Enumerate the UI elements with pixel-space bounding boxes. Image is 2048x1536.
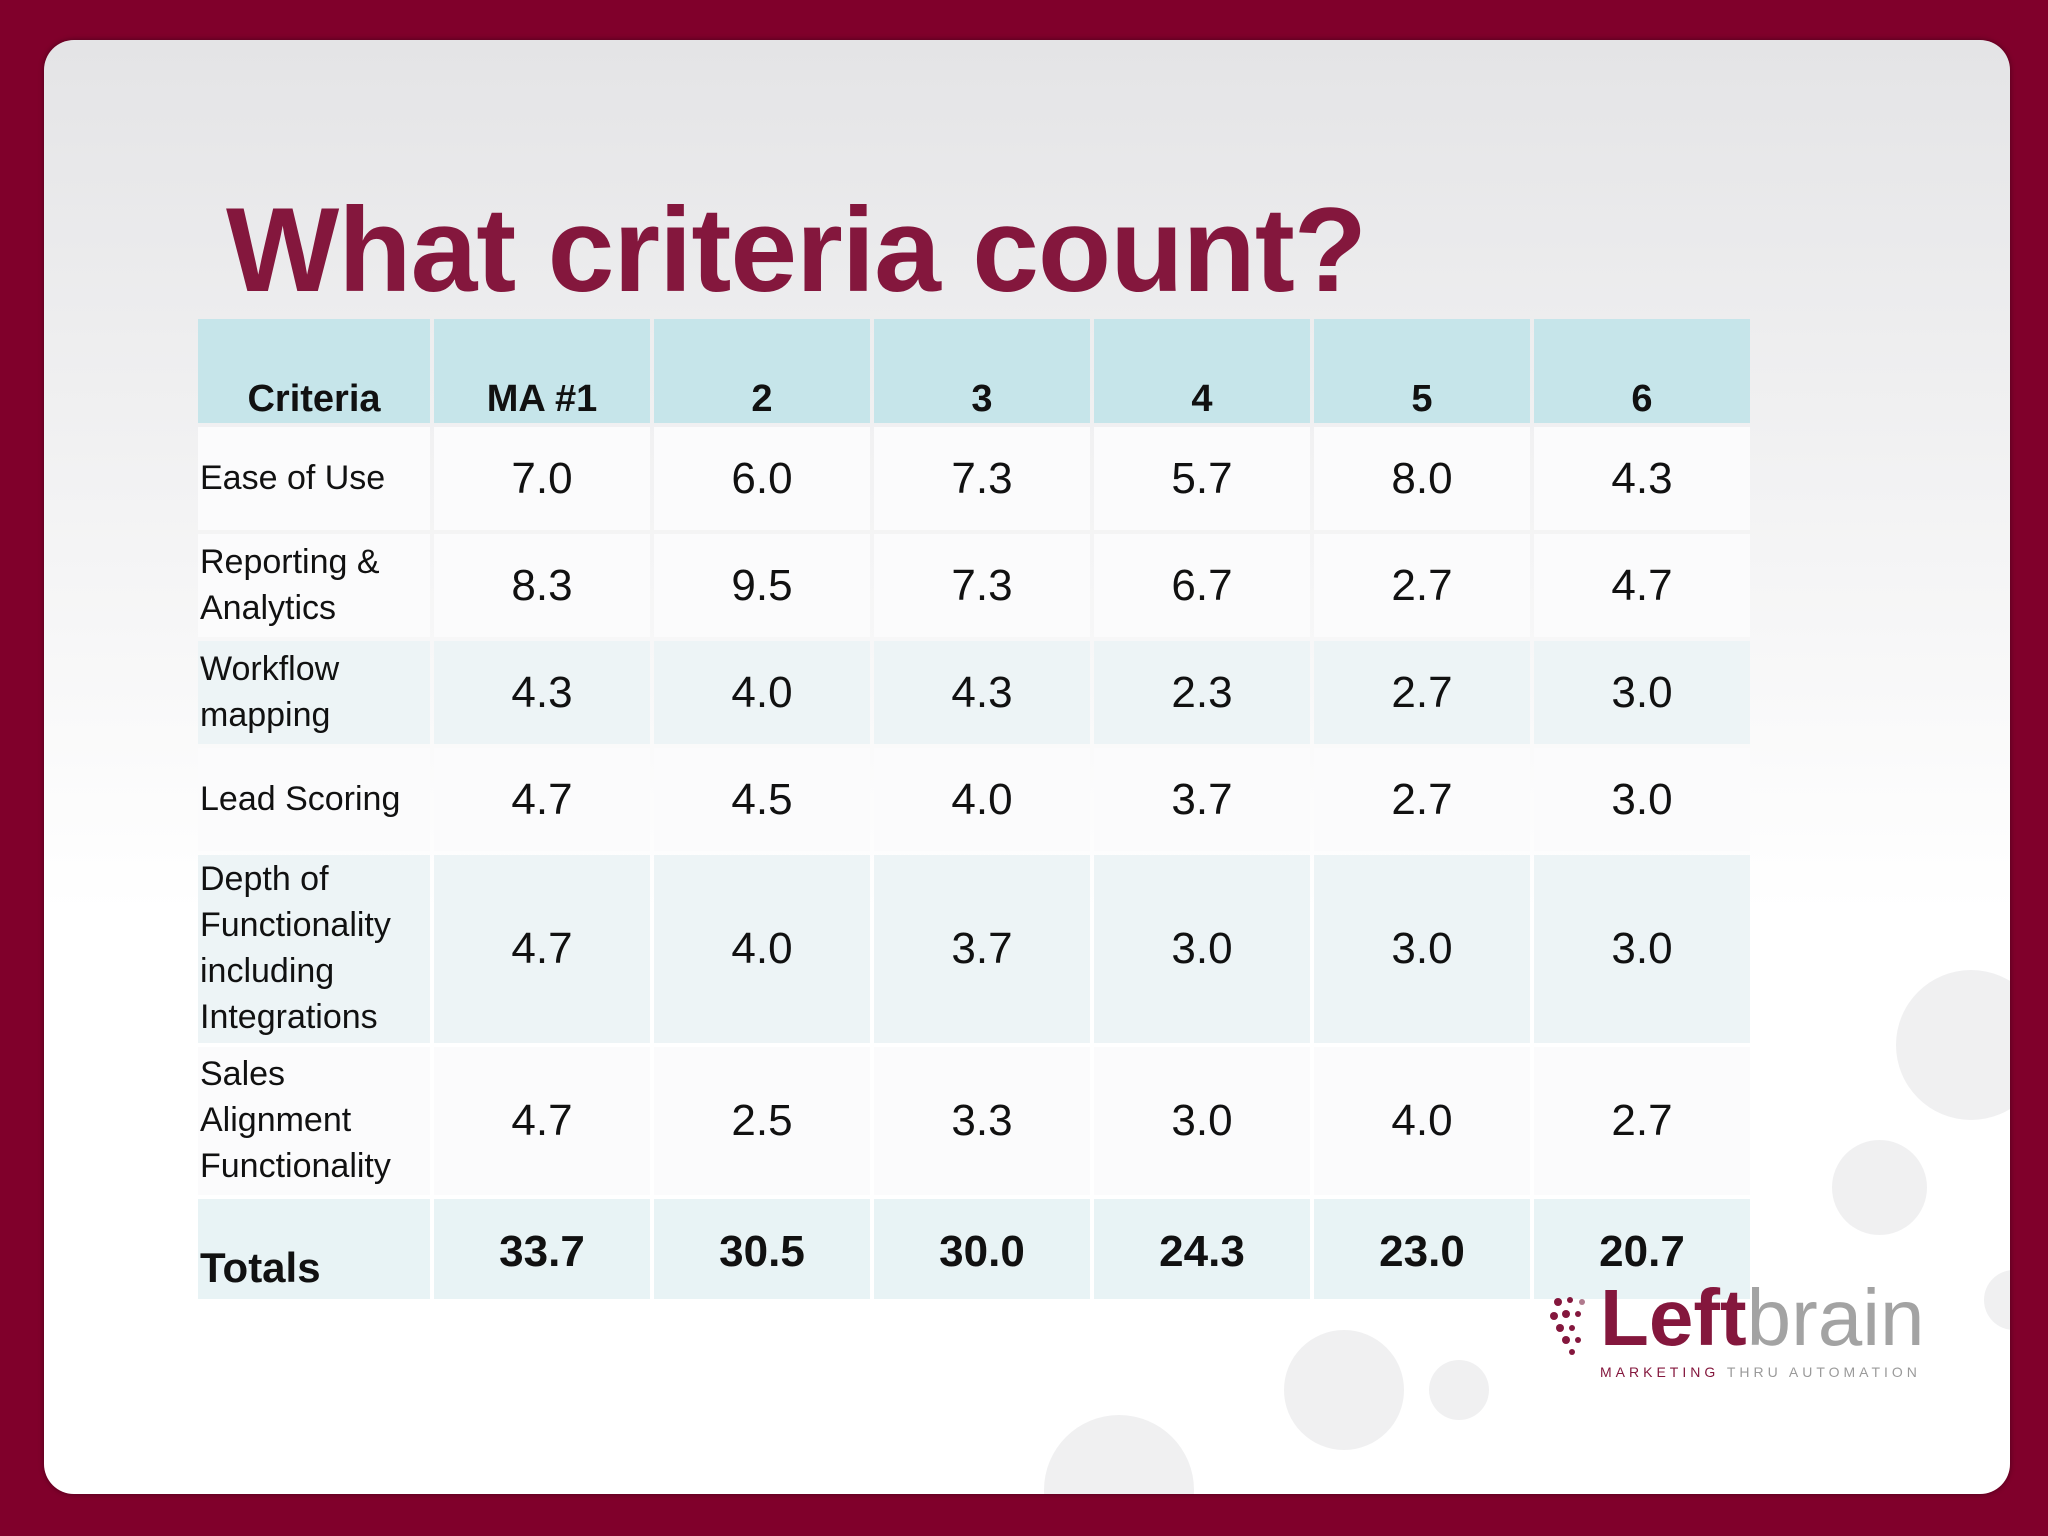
column-header: Criteria <box>198 319 430 423</box>
column-header: 6 <box>1534 319 1750 423</box>
score-cell: 2.7 <box>1534 1047 1750 1195</box>
score-cell: 2.3 <box>1094 641 1310 744</box>
score-cell: 4.7 <box>434 855 650 1043</box>
score-cell: 8.0 <box>1314 427 1530 530</box>
score-cell: 7.3 <box>874 534 1090 637</box>
criteria-label: Ease of Use <box>198 427 430 530</box>
score-cell: 4.3 <box>434 641 650 744</box>
score-cell: 9.5 <box>654 534 870 637</box>
column-header: 5 <box>1314 319 1530 423</box>
score-cell: 4.3 <box>874 641 1090 744</box>
score-cell: 3.0 <box>1534 748 1750 851</box>
score-cell: 4.7 <box>1534 534 1750 637</box>
criteria-label: Reporting & Analytics <box>198 534 430 637</box>
page-title: What criteria count? <box>226 183 1367 317</box>
criteria-label: Depth of Functionality including Integra… <box>198 855 430 1043</box>
logo-word-right: brain <box>1746 1273 1925 1362</box>
score-cell: 4.3 <box>1534 427 1750 530</box>
decorative-bubble <box>1284 1330 1404 1450</box>
table-header-row: Criteria MA #1 2 3 4 5 6 <box>198 319 1750 423</box>
table-row: Lead Scoring 4.7 4.5 4.0 3.7 2.7 3.0 <box>198 748 1750 851</box>
total-cell: 23.0 <box>1314 1199 1530 1299</box>
score-cell: 4.0 <box>1314 1047 1530 1195</box>
score-cell: 2.7 <box>1314 534 1530 637</box>
criteria-label: Sales Alignment Functionality <box>198 1047 430 1195</box>
total-cell: 24.3 <box>1094 1199 1310 1299</box>
criteria-label: Lead Scoring <box>198 748 430 851</box>
score-cell: 4.0 <box>654 855 870 1043</box>
logo-word-left: Left <box>1600 1273 1747 1362</box>
score-cell: 3.7 <box>874 855 1090 1043</box>
score-cell: 4.5 <box>654 748 870 851</box>
total-cell: 30.0 <box>874 1199 1090 1299</box>
column-header: 2 <box>654 319 870 423</box>
total-cell: 30.5 <box>654 1199 870 1299</box>
total-cell: 20.7 <box>1534 1199 1750 1299</box>
leftbrain-logo: Leftbrain MARKETING THRU AUTOMATION <box>1548 1278 1928 1382</box>
score-cell: 3.0 <box>1534 855 1750 1043</box>
table-row: Depth of Functionality including Integra… <box>198 855 1750 1043</box>
score-cell: 3.0 <box>1314 855 1530 1043</box>
column-header: MA #1 <box>434 319 650 423</box>
score-cell: 7.3 <box>874 427 1090 530</box>
score-cell: 4.0 <box>654 641 870 744</box>
score-cell: 2.7 <box>1314 641 1530 744</box>
logo-tagline-right: THRU AUTOMATION <box>1726 1364 1921 1380</box>
column-header: 3 <box>874 319 1090 423</box>
logo-wordmark: Leftbrain <box>1600 1278 1925 1358</box>
criteria-table: Criteria MA #1 2 3 4 5 6 Ease of Use 7.0… <box>194 315 1754 1303</box>
score-cell: 3.0 <box>1094 1047 1310 1195</box>
column-header: 4 <box>1094 319 1310 423</box>
logo-tagline: MARKETING THRU AUTOMATION <box>1600 1364 1921 1380</box>
totals-label: Totals <box>198 1199 430 1299</box>
decorative-bubble <box>1832 1140 1927 1235</box>
totals-row: Totals 33.7 30.5 30.0 24.3 23.0 20.7 <box>198 1199 1750 1299</box>
score-cell: 2.7 <box>1314 748 1530 851</box>
decorative-bubble <box>1429 1360 1489 1420</box>
score-cell: 8.3 <box>434 534 650 637</box>
total-cell: 33.7 <box>434 1199 650 1299</box>
decorative-bubble <box>1896 970 2010 1120</box>
table-row: Sales Alignment Functionality 4.7 2.5 3.… <box>198 1047 1750 1195</box>
score-cell: 6.7 <box>1094 534 1310 637</box>
score-cell: 4.7 <box>434 748 650 851</box>
logo-tagline-left: MARKETING <box>1600 1364 1720 1380</box>
score-cell: 3.0 <box>1534 641 1750 744</box>
decorative-bubble <box>1984 1270 2010 1330</box>
score-cell: 5.7 <box>1094 427 1310 530</box>
table-row: Workflow mapping 4.3 4.0 4.3 2.3 2.7 3.0 <box>198 641 1750 744</box>
score-cell: 2.5 <box>654 1047 870 1195</box>
brain-dots-icon <box>1550 1297 1585 1355</box>
score-cell: 3.7 <box>1094 748 1310 851</box>
criteria-label: Workflow mapping <box>198 641 430 744</box>
decorative-bubble <box>1044 1415 1194 1494</box>
table-row: Ease of Use 7.0 6.0 7.3 5.7 8.0 4.3 <box>198 427 1750 530</box>
score-cell: 3.0 <box>1094 855 1310 1043</box>
score-cell: 4.0 <box>874 748 1090 851</box>
score-cell: 4.7 <box>434 1047 650 1195</box>
table-row: Reporting & Analytics 8.3 9.5 7.3 6.7 2.… <box>198 534 1750 637</box>
score-cell: 6.0 <box>654 427 870 530</box>
score-cell: 7.0 <box>434 427 650 530</box>
score-cell: 3.3 <box>874 1047 1090 1195</box>
